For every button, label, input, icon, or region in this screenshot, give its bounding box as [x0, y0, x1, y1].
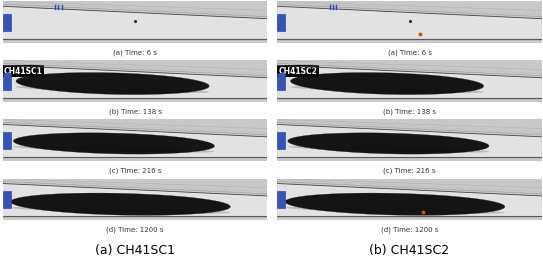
Polygon shape [277, 124, 542, 157]
Bar [3, 191, 11, 208]
Bar [277, 191, 285, 208]
Text: (a) CH41SC1: (a) CH41SC1 [95, 244, 175, 257]
Text: (a) Time: 6 s: (a) Time: 6 s [388, 49, 432, 56]
Polygon shape [16, 73, 209, 95]
Bar [277, 14, 285, 31]
Polygon shape [14, 146, 214, 153]
Text: (b) CH41SC2: (b) CH41SC2 [369, 244, 450, 257]
Bar [277, 73, 285, 90]
Text: (b) Time: 138 s: (b) Time: 138 s [109, 108, 162, 115]
Polygon shape [11, 206, 230, 214]
Text: CH41SC1: CH41SC1 [4, 66, 43, 76]
Text: (a) Time: 6 s: (a) Time: 6 s [113, 49, 157, 56]
Polygon shape [277, 183, 542, 216]
Bar [3, 14, 11, 31]
Text: (c) Time: 216 s: (c) Time: 216 s [109, 167, 161, 174]
Text: (b) Time: 138 s: (b) Time: 138 s [383, 108, 436, 115]
Text: CH41SC2: CH41SC2 [279, 66, 318, 76]
Bar [3, 73, 11, 90]
Polygon shape [3, 65, 268, 98]
Text: (d) Time: 1200 s: (d) Time: 1200 s [381, 226, 438, 233]
Polygon shape [3, 6, 268, 38]
Polygon shape [291, 73, 484, 95]
Bar [3, 132, 11, 149]
Polygon shape [277, 65, 542, 98]
Polygon shape [288, 146, 489, 153]
Polygon shape [16, 86, 209, 93]
Polygon shape [288, 133, 489, 154]
Bar [277, 132, 285, 149]
Polygon shape [3, 124, 268, 157]
Polygon shape [3, 183, 268, 216]
Polygon shape [291, 86, 484, 93]
Polygon shape [285, 193, 505, 215]
Polygon shape [11, 193, 230, 215]
Text: (d) Time: 1200 s: (d) Time: 1200 s [106, 226, 164, 233]
Polygon shape [285, 206, 505, 214]
Text: (c) Time: 216 s: (c) Time: 216 s [383, 167, 436, 174]
Polygon shape [14, 133, 214, 154]
Polygon shape [277, 6, 542, 38]
